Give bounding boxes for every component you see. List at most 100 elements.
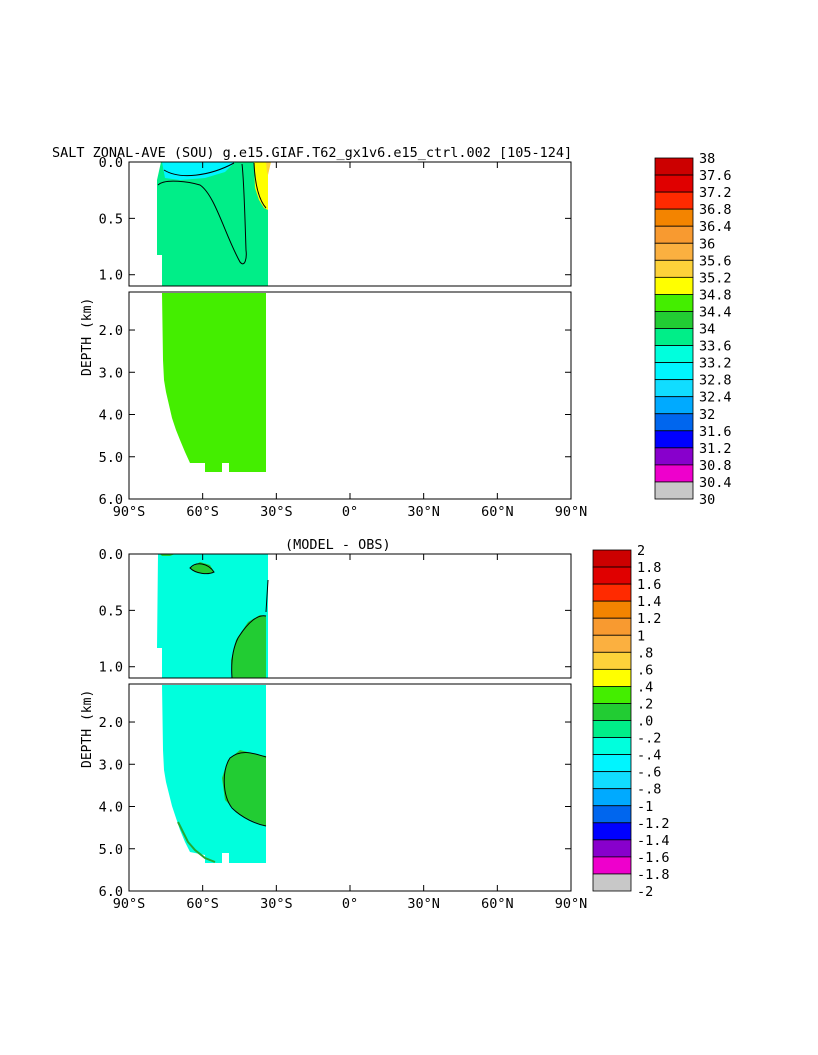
x-tick-label: 60°N: [481, 896, 514, 912]
salinity-field-35.2-35.6: [266, 162, 271, 175]
colorbar-band: [654, 174, 694, 193]
colorbar-band: [654, 157, 694, 176]
colorbar-label: 38: [699, 151, 715, 167]
colorbar-band: [654, 311, 694, 329]
bottom-y-ticks: 0.0 0.5 1.0 2.0 3.0 4.0 5.0 6.0: [99, 547, 571, 900]
colorbar-band: [592, 788, 632, 807]
colorbar-band: [592, 822, 632, 841]
colorbar-label: .0: [637, 714, 653, 730]
colorbar-label: .6: [637, 662, 653, 678]
colorbar-label: 37.6: [699, 168, 732, 184]
colorbar-label: 36: [699, 236, 715, 252]
salinity-field-34.8-35.2: [254, 162, 268, 210]
bottom-upper-field: [157, 554, 269, 679]
y-tick-label: 0.0: [99, 547, 123, 563]
colorbar-label: .8: [637, 645, 653, 661]
x-tick-label: 60°N: [481, 504, 514, 520]
colorbar-band: [592, 668, 632, 687]
contour-0-lower-edge: [177, 821, 216, 863]
y-tick-label: 0.5: [99, 211, 123, 227]
top-panel: SALT ZONAL-AVE (SOU) g.e15.GIAF.T62_gx1v…: [52, 145, 732, 520]
x-tick-label: 90°N: [555, 896, 588, 912]
difference-field-0-0.2-blob: [190, 562, 214, 574]
colorbar-label: 36.4: [699, 219, 732, 235]
colorbar-label: 34.8: [699, 287, 732, 303]
colorbar-band: [654, 293, 694, 312]
colorbar-label: 1.6: [637, 577, 661, 593]
colorbar-label: -1.6: [637, 850, 670, 866]
y-tick-label: 2.0: [99, 323, 123, 339]
colorbar-band: [592, 856, 632, 875]
colorbar-band: [654, 413, 694, 432]
x-tick-label: 90°S: [113, 504, 146, 520]
y-tick-label: 0.5: [99, 603, 123, 619]
colorbar-band: [592, 600, 632, 619]
colorbar-label: -2: [637, 884, 653, 900]
colorbar-label: 35.2: [699, 270, 732, 286]
colorbar-band: [592, 703, 632, 721]
top-ylabel: DEPTH (km): [80, 298, 95, 376]
bottom-lower-field: [162, 685, 267, 863]
x-tick-label: 60°S: [186, 504, 219, 520]
colorbar-label: 33.6: [699, 339, 732, 355]
colorbar-label: 31.2: [699, 441, 732, 457]
colorbar-band: [592, 634, 632, 653]
colorbar-band: [592, 549, 632, 568]
colorbar-band: [592, 617, 632, 636]
colorbar-band: [592, 754, 632, 773]
x-tick-label: 0°: [342, 504, 358, 520]
colorbar-label: -.6: [637, 765, 661, 781]
colorbar-band: [592, 651, 632, 670]
y-tick-label: 2.0: [99, 715, 123, 731]
top-upper-field: [157, 162, 271, 286]
top-colorbar: 3837.637.236.836.43635.635.234.834.43433…: [654, 151, 732, 508]
colorbar-band: [654, 259, 694, 278]
colorbar-band: [654, 208, 694, 227]
colorbar-label: 31.6: [699, 424, 732, 440]
colorbar-label: .4: [637, 679, 653, 695]
colorbar-band: [654, 362, 694, 381]
top-y-ticks: 0.0 0.5 1.0 2.0 3.0 4.0 5.0 6.0: [99, 155, 571, 508]
colorbar-label: 36.8: [699, 202, 732, 218]
bottom-title: (MODEL - OBS): [285, 537, 391, 553]
y-tick-label: 1.0: [99, 660, 123, 676]
colorbar-label: 2: [637, 543, 645, 559]
colorbar-band: [654, 447, 694, 466]
colorbar-band: [592, 686, 632, 704]
colorbar-band: [654, 430, 694, 449]
salinity-field-34-34.4: [157, 162, 268, 286]
colorbar-label: 32.4: [699, 390, 732, 406]
salinity-field-34.4-34.8: [162, 293, 266, 472]
colorbar-band: [592, 839, 632, 858]
colorbar-band: [654, 225, 694, 244]
bottom-x-ticks: 90°S 60°S 30°S 0° 30°N 60°N 90°N: [113, 554, 588, 912]
y-tick-label: 6.0: [99, 884, 123, 900]
x-tick-label: 90°S: [113, 896, 146, 912]
top-title: SALT ZONAL-AVE (SOU) g.e15.GIAF.T62_gx1v…: [52, 145, 572, 161]
colorbar-label: .2: [637, 696, 653, 712]
y-tick-label: 5.0: [99, 450, 123, 466]
y-tick-label: 4.0: [99, 800, 123, 816]
colorbar-band: [654, 481, 694, 500]
colorbar-label: 1.8: [637, 560, 661, 576]
difference-field-neg0.2-0-lower: [162, 685, 266, 863]
top-lower-field: [162, 293, 266, 472]
bottom-ylabel: DEPTH (km): [80, 690, 95, 768]
colorbar-band: [592, 873, 632, 892]
colorbar-label: -1.2: [637, 816, 670, 832]
y-tick-label: 4.0: [99, 408, 123, 424]
x-tick-label: 30°N: [407, 896, 440, 912]
colorbar-band: [654, 276, 694, 295]
colorbar-label: -.4: [637, 748, 661, 764]
bottom-panel: (MODEL - OBS) DEPTH (km) 0.00.51.02.03.0…: [80, 537, 670, 912]
contour-0-blob: [189, 563, 215, 575]
colorbar-band: [592, 583, 632, 602]
contour-0-edge: [265, 579, 269, 613]
colorbar-label: 30.8: [699, 458, 732, 474]
colorbar-band: [654, 242, 694, 261]
difference-field-0-0.2-deep: [231, 615, 266, 678]
colorbar-label: 34: [699, 322, 715, 338]
contour-0-lower: [223, 751, 267, 827]
colorbar-band: [654, 396, 694, 415]
